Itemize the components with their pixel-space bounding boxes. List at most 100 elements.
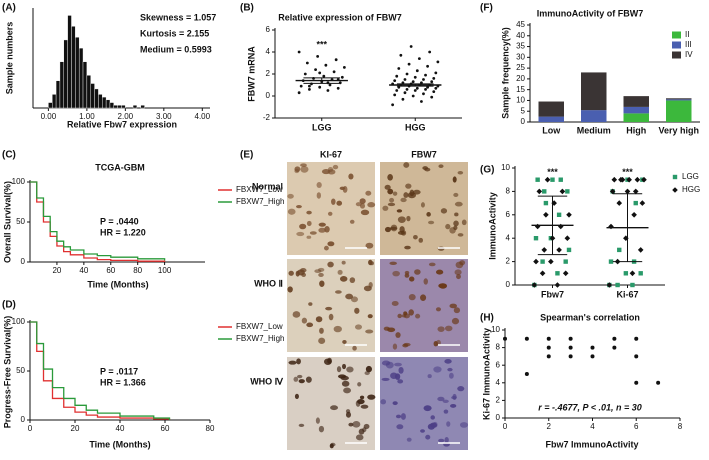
nucleus bbox=[318, 425, 325, 433]
x-axis-label: Time (Months) bbox=[89, 439, 150, 449]
data-point bbox=[606, 282, 613, 288]
data-point bbox=[637, 247, 644, 253]
data-point bbox=[554, 282, 561, 288]
nucleus bbox=[404, 273, 410, 278]
y-axis-label: Ki-67 ImmunoActivity bbox=[481, 328, 491, 420]
x-tick-label: 4.00 bbox=[195, 112, 211, 121]
y-tick-label: 20 bbox=[516, 74, 525, 83]
data-point bbox=[405, 88, 409, 91]
y-tick-label: 6 bbox=[496, 360, 501, 369]
data-point bbox=[332, 70, 336, 74]
data-point bbox=[424, 73, 427, 77]
data-point bbox=[318, 71, 322, 75]
nucleus bbox=[297, 269, 305, 276]
histogram-bar bbox=[71, 26, 76, 109]
row-label: WHO Ⅳ bbox=[250, 376, 283, 386]
nucleus bbox=[298, 379, 305, 384]
data-point bbox=[534, 223, 541, 230]
data-point bbox=[535, 177, 540, 182]
data-point bbox=[531, 282, 538, 288]
data-point bbox=[297, 50, 301, 54]
nucleus bbox=[395, 414, 402, 419]
y-axis-label: Sample frequency(%) bbox=[500, 27, 510, 119]
nucleus bbox=[401, 314, 407, 318]
nucleus bbox=[445, 223, 451, 230]
annotation: P = .0440 bbox=[100, 216, 139, 226]
data-point bbox=[308, 88, 311, 91]
data-point bbox=[559, 188, 566, 195]
nucleus bbox=[435, 307, 441, 312]
histogram-bar bbox=[75, 37, 80, 109]
legend-label: FBXW7_Low bbox=[236, 185, 283, 194]
bar-segment bbox=[538, 116, 564, 122]
nucleus bbox=[336, 366, 342, 373]
nucleus bbox=[392, 343, 398, 350]
data-point bbox=[617, 247, 622, 253]
data-point bbox=[305, 61, 309, 65]
x-tick-label: 60 bbox=[106, 266, 115, 275]
data-point bbox=[303, 72, 307, 76]
bar-segment bbox=[623, 96, 649, 107]
survival-curve bbox=[30, 321, 171, 420]
data-point bbox=[638, 271, 643, 276]
data-point bbox=[434, 71, 438, 75]
data-point bbox=[407, 62, 411, 66]
nucleus bbox=[318, 227, 326, 233]
nucleus bbox=[341, 380, 350, 387]
nucleus bbox=[400, 197, 407, 203]
panel-label: (A) bbox=[2, 3, 16, 14]
histogram-bar bbox=[98, 94, 103, 109]
data-point bbox=[336, 86, 340, 90]
data-point bbox=[623, 271, 629, 276]
data-point bbox=[393, 93, 397, 97]
nucleus bbox=[396, 209, 403, 213]
x-tick-label: Medium bbox=[577, 125, 611, 135]
nucleus bbox=[294, 168, 300, 174]
nucleus bbox=[297, 374, 303, 379]
data-point bbox=[590, 354, 595, 359]
data-point bbox=[432, 77, 436, 80]
annotation: P = .0117 bbox=[100, 366, 138, 376]
nucleus bbox=[428, 262, 436, 267]
nucleus bbox=[316, 192, 322, 199]
nucleus bbox=[426, 212, 431, 217]
data-point bbox=[328, 83, 332, 87]
nucleus bbox=[288, 360, 297, 365]
data-point bbox=[546, 354, 551, 359]
nucleus bbox=[308, 302, 313, 306]
nucleus bbox=[383, 326, 390, 331]
nucleus bbox=[453, 220, 459, 227]
legend-label: HGG bbox=[682, 185, 700, 194]
nucleus bbox=[367, 202, 376, 208]
nucleus bbox=[355, 202, 362, 207]
data-point bbox=[556, 247, 562, 253]
nucleus bbox=[443, 409, 449, 414]
legend-label: IV bbox=[685, 50, 693, 59]
nucleus bbox=[306, 235, 312, 239]
data-point bbox=[631, 212, 637, 218]
nucleus bbox=[387, 188, 394, 195]
nucleus bbox=[341, 260, 346, 265]
nucleus bbox=[430, 415, 435, 420]
nucleus bbox=[294, 393, 299, 400]
data-point bbox=[424, 88, 427, 91]
x-tick-label: 20 bbox=[71, 424, 80, 433]
nucleus bbox=[305, 376, 312, 383]
annotation: Medium = 0.5993 bbox=[140, 44, 212, 54]
nucleus bbox=[327, 357, 332, 364]
nucleus bbox=[287, 286, 293, 293]
data-point bbox=[632, 188, 639, 195]
nucleus bbox=[345, 411, 352, 418]
y-axis-label: Sample numbers bbox=[4, 22, 14, 95]
x-tick-label: 60 bbox=[161, 424, 170, 433]
legend-label: II bbox=[685, 30, 689, 39]
data-point bbox=[391, 103, 395, 107]
y-tick-label: 45 bbox=[516, 20, 525, 29]
data-point bbox=[422, 78, 425, 81]
data-point bbox=[403, 78, 407, 81]
nucleus bbox=[355, 434, 364, 441]
y-tick-label: 40 bbox=[516, 31, 525, 40]
nucleus bbox=[349, 277, 356, 284]
nucleus bbox=[457, 171, 464, 175]
column-label: KI-67 bbox=[320, 149, 342, 159]
